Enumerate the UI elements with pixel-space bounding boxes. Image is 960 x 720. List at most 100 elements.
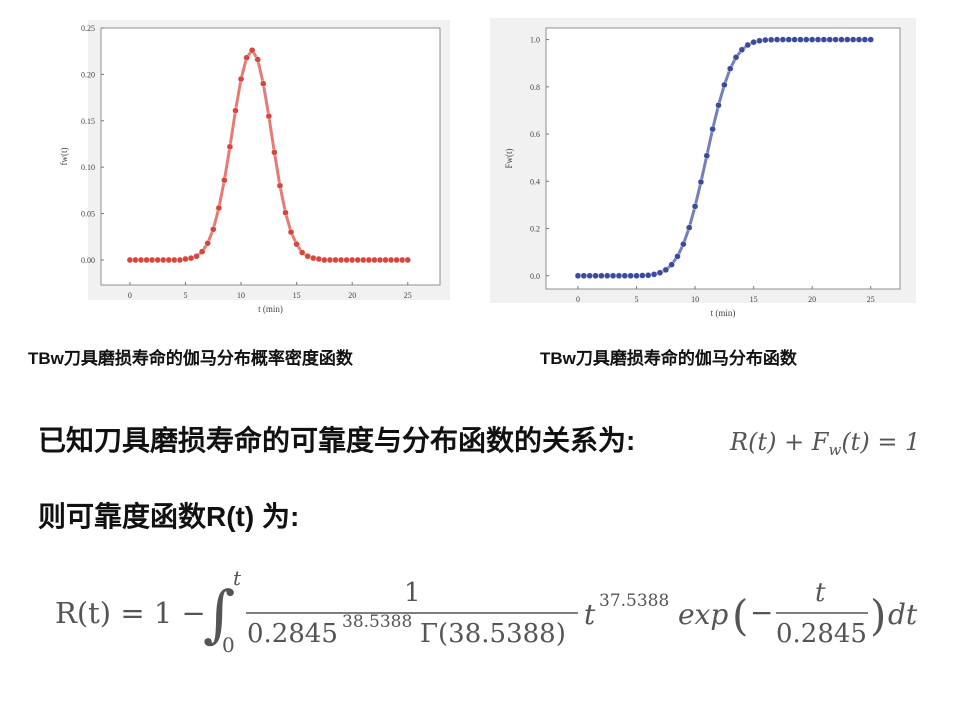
plot-frame <box>545 27 901 290</box>
point <box>767 36 775 44</box>
point <box>814 36 822 43</box>
point <box>832 36 839 43</box>
point <box>198 248 206 255</box>
point <box>148 256 156 264</box>
point <box>656 269 664 276</box>
point <box>293 240 300 248</box>
point <box>715 102 722 109</box>
point <box>744 41 751 49</box>
point <box>221 176 228 184</box>
point <box>143 256 150 264</box>
point <box>586 272 593 279</box>
point <box>232 107 239 114</box>
point <box>773 36 781 43</box>
point <box>404 256 411 264</box>
point <box>604 272 611 279</box>
point <box>348 256 356 264</box>
point <box>686 224 693 231</box>
point <box>248 47 256 54</box>
paren: ) <box>870 591 886 640</box>
point <box>210 226 217 233</box>
point <box>343 256 350 264</box>
point <box>756 37 763 44</box>
point <box>360 256 367 264</box>
chart: 0 5 10 15 20 25 0.0 0.2 0.4 0.6 0.8 1.0 t (min) Fw(t) <box>504 27 901 318</box>
point <box>838 36 845 43</box>
point <box>282 209 289 216</box>
x-tick-label: 20 <box>348 291 356 300</box>
chart: 0 5 10 15 20 25 0.00 0.05 0.10 0.15 0.20 0.25 t (min… <box>59 24 441 314</box>
point <box>709 125 716 133</box>
minus: − <box>750 596 773 629</box>
point <box>393 256 400 264</box>
y-tick-label: 0.00 <box>81 256 95 265</box>
formula-lhs: R(t) = 1 − <box>55 596 206 630</box>
point <box>808 36 816 43</box>
point <box>750 38 757 46</box>
x-axis-label: t (min) <box>258 304 283 314</box>
point <box>154 256 161 264</box>
x-tick-label: 25 <box>404 291 412 300</box>
point <box>321 256 328 264</box>
point <box>721 81 728 89</box>
y-tick-label: 0.20 <box>81 70 95 79</box>
point <box>371 256 378 264</box>
paren: ( <box>732 591 748 640</box>
y-tick-label: 0.10 <box>81 163 95 172</box>
point <box>727 65 734 72</box>
y-axis-label: Fw(t) <box>504 148 514 168</box>
point <box>265 112 273 120</box>
point <box>176 256 184 264</box>
y-tick-label: 0.8 <box>530 83 540 92</box>
t-base: t <box>584 598 596 631</box>
denominator-base: 0.2845 <box>247 619 338 649</box>
point <box>376 256 384 264</box>
formula-part: (t) = 1 <box>841 428 920 456</box>
plot-frame <box>100 27 441 286</box>
point <box>674 253 681 260</box>
point <box>254 56 261 63</box>
point <box>310 254 317 262</box>
x-tick-label: 10 <box>237 291 245 300</box>
reliability-formula: R(t) = 1 − ∫ t 0 1 0.2845 38.5388 Γ(38.5… <box>55 566 918 657</box>
point <box>797 36 804 43</box>
integral-sign: ∫ <box>203 577 235 650</box>
point <box>365 256 373 264</box>
point <box>204 240 211 247</box>
y-tick-label: 0.4 <box>530 177 540 186</box>
point <box>691 203 699 210</box>
point <box>332 256 339 264</box>
x-tick-label: 5 <box>183 291 187 300</box>
y-tick-label: 0.0 <box>530 272 540 281</box>
point <box>680 240 687 248</box>
point <box>855 36 863 43</box>
point <box>260 80 267 87</box>
point <box>803 36 810 43</box>
point <box>609 272 617 279</box>
point <box>215 204 223 212</box>
y-axis-label: fw(t) <box>59 148 69 166</box>
point <box>226 143 234 150</box>
y-tick-label: 0.05 <box>81 210 95 219</box>
point <box>337 256 345 264</box>
point <box>703 152 710 159</box>
point <box>697 178 705 186</box>
point <box>304 253 311 260</box>
point <box>650 271 658 278</box>
relation-formula: R(t) + Fw(t) = 1 <box>729 428 920 459</box>
exp: exp <box>678 598 728 631</box>
denominator-gamma: Γ(38.5388) <box>420 619 566 649</box>
y-tick-label: 0.15 <box>81 117 95 126</box>
point <box>791 36 798 43</box>
x-tick-label: 10 <box>691 295 699 304</box>
point <box>326 256 334 264</box>
point <box>580 272 588 279</box>
point <box>271 149 278 156</box>
point <box>137 256 145 264</box>
point <box>574 272 582 279</box>
point <box>826 36 833 43</box>
point <box>598 272 605 279</box>
reliability-text: 则可靠度函数R(t) 为: <box>38 501 299 532</box>
point <box>867 36 874 43</box>
